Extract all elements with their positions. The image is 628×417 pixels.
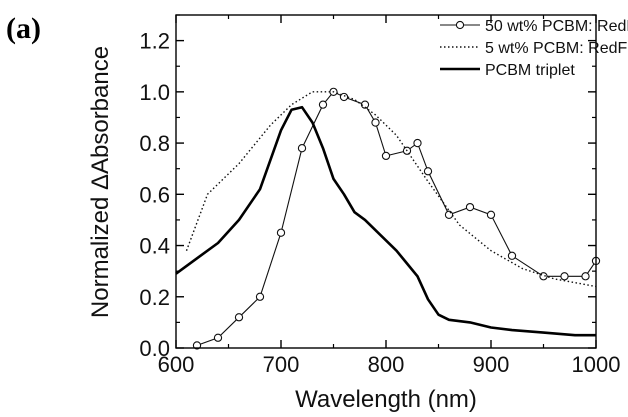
panel-label: (a) (6, 12, 41, 45)
x-tick-label: 700 (263, 352, 300, 377)
x-tick-label: 600 (158, 352, 195, 377)
data-point (381, 151, 391, 161)
y-tick-label: 0.2 (139, 285, 170, 310)
data-point (444, 210, 454, 219)
data-point (423, 167, 433, 176)
y-tick-label: 0.8 (139, 131, 170, 156)
series-line-1 (185, 91, 597, 288)
y-tick-label: 1.2 (139, 29, 170, 54)
data-point (486, 210, 496, 219)
legend: 50 wt% PCBM: RedF 5 wt% PCBM: RedF PCBM tr… (440, 18, 628, 79)
y-tick-label: 1.0 (139, 80, 170, 105)
y-axis: 0.0 0.2 0.4 0.6 0.8 1.0 1.2 (139, 14, 596, 361)
data-point (276, 228, 286, 237)
legend-label-1: 5 wt% PCBM: RedF (485, 40, 627, 57)
legend-label-0: 50 wt% PCBM: RedF (485, 18, 628, 35)
x-tick-label: 800 (368, 352, 405, 377)
x-axis: 600 700 800 900 1000 (158, 15, 621, 377)
legend-label-2: PCBM triplet (485, 62, 575, 79)
y-tick-label: 0.6 (139, 182, 170, 207)
data-point (465, 202, 475, 212)
x-tick-label: 900 (473, 352, 510, 377)
x-axis-title: Wavelength (nm) (295, 386, 477, 413)
data-point (255, 292, 265, 301)
y-tick-label: 0.4 (139, 234, 170, 259)
data-point (360, 100, 370, 109)
y-axis-title: Normalized ΔAbsorbance (87, 46, 114, 318)
legend-marker-0 (455, 20, 465, 30)
y-tick-label: 0.0 (139, 336, 170, 361)
data-point (213, 333, 223, 342)
data-point (339, 92, 349, 102)
data-point (297, 144, 307, 153)
series-line-2 (175, 105, 596, 337)
data-point (318, 100, 328, 109)
data-point (371, 118, 380, 127)
data-point (539, 272, 548, 281)
data-point (560, 272, 569, 281)
data-point (581, 272, 590, 281)
data-point (413, 138, 422, 148)
x-tick-label: 1000 (572, 352, 621, 377)
data-point (234, 313, 244, 322)
plot-area (175, 87, 601, 350)
data-point (507, 251, 517, 260)
series-line-0 (196, 91, 597, 346)
data-point (192, 341, 202, 350)
